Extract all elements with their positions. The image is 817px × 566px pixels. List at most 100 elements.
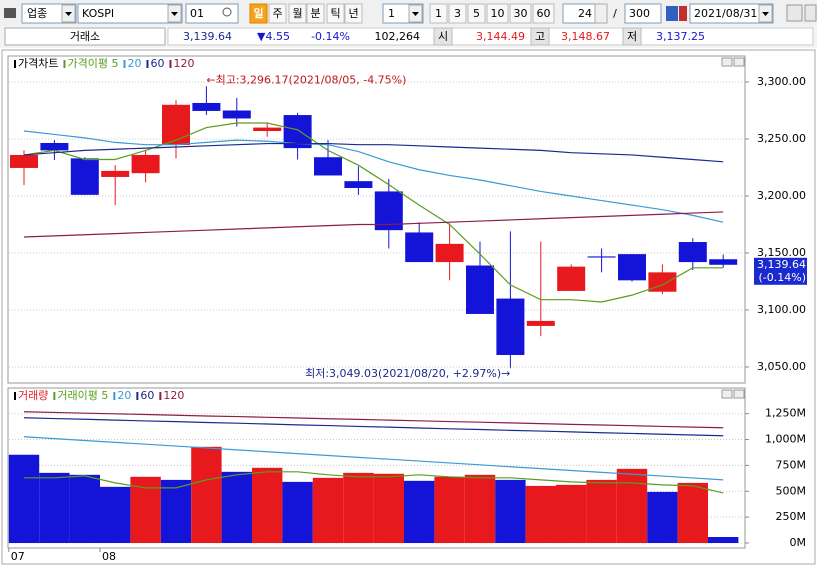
candle-body	[253, 127, 282, 132]
panel-button[interactable]	[721, 57, 733, 67]
y-tick-label: 3,150.00	[757, 246, 806, 259]
period-button[interactable]	[268, 3, 287, 24]
volume-bar	[160, 479, 192, 543]
period-button[interactable]	[326, 3, 345, 24]
count: 24	[578, 7, 592, 20]
legend-marker	[136, 392, 139, 400]
candle-body	[678, 242, 707, 263]
panel-button[interactable]	[733, 57, 745, 67]
period-label: 월	[292, 7, 302, 20]
exchange-box	[4, 27, 166, 46]
search-icon[interactable]	[222, 7, 232, 17]
total-input[interactable]	[624, 3, 662, 24]
x-tick-label: 07	[11, 550, 25, 563]
panel-button[interactable]	[733, 389, 745, 399]
price: 3,139.64	[183, 30, 232, 43]
date-select[interactable]	[689, 3, 774, 24]
icon[interactable]	[666, 6, 678, 21]
interval-label: 10	[491, 7, 505, 20]
y-tick-label: 250M	[776, 510, 807, 523]
volume-bar	[373, 473, 404, 543]
spinner[interactable]	[594, 3, 608, 24]
interval-button[interactable]	[467, 3, 486, 24]
volume-bar	[252, 467, 283, 543]
legend-marker	[123, 60, 126, 68]
legend-marker	[14, 392, 16, 400]
interval-button[interactable]	[486, 3, 509, 24]
volume-bar	[434, 476, 465, 543]
y-tick-label: 0M	[790, 536, 807, 549]
period-button[interactable]	[249, 3, 268, 24]
volume-bar	[586, 479, 617, 543]
legend-marker	[53, 392, 56, 400]
icon[interactable]	[679, 6, 687, 21]
open-label-box	[433, 27, 453, 46]
volume-bar	[404, 480, 435, 543]
interval-button[interactable]	[509, 3, 532, 24]
interval-button[interactable]	[448, 3, 467, 24]
legend-marker	[146, 60, 149, 68]
period-label: 일	[253, 6, 263, 20]
high-label: 고	[535, 30, 545, 43]
candle-body	[222, 110, 251, 119]
change-pct: -0.14%	[311, 30, 350, 43]
legend-title: 거래량	[18, 389, 48, 402]
x-tick-label: 08	[102, 550, 116, 563]
menu-icon[interactable]	[4, 8, 16, 18]
period-label: 틱	[330, 7, 340, 20]
volume-bar	[343, 472, 374, 543]
period-label: 분	[310, 7, 320, 20]
period-button[interactable]	[344, 3, 363, 24]
interval-label: 60	[537, 7, 551, 20]
moving-average	[23, 142, 724, 163]
y-tick-label: 1,000M	[765, 433, 806, 446]
low-label-box	[622, 27, 642, 46]
candle-body	[526, 320, 555, 326]
candle-body	[435, 243, 464, 263]
panel-button[interactable]	[721, 389, 733, 399]
high-label-box	[530, 27, 550, 46]
y-tick-label: 1,250M	[765, 407, 806, 420]
volume-bar	[100, 486, 131, 543]
interval-button[interactable]	[429, 3, 448, 24]
volume-bar	[221, 471, 252, 543]
dropdown-arrow	[762, 12, 769, 16]
candle-body	[101, 170, 130, 177]
chart-icon[interactable]	[786, 4, 803, 22]
period-button[interactable]	[288, 3, 307, 24]
legend-marker	[63, 60, 66, 68]
interval-button[interactable]	[532, 3, 555, 24]
candle-body	[10, 154, 38, 168]
candle-body	[70, 158, 99, 195]
legend-title: 가격차트	[18, 57, 58, 70]
period-button[interactable]	[306, 3, 325, 24]
moving-average	[23, 436, 724, 481]
index-select[interactable]	[77, 3, 183, 24]
legend-marker	[159, 392, 162, 400]
volume-bar	[191, 446, 222, 543]
candle-body	[405, 232, 434, 263]
legend-marker	[113, 392, 116, 400]
moving-average	[23, 411, 724, 429]
y-tick-label: 3,300.00	[757, 75, 806, 88]
volume-bar	[495, 479, 526, 543]
legend-entry: 거래이평 5	[57, 389, 108, 402]
candle-body	[131, 154, 160, 174]
total: 300	[629, 7, 650, 20]
quote-values	[167, 27, 814, 46]
volume-bar	[525, 485, 556, 543]
moving-average	[23, 211, 724, 238]
moving-average	[24, 471, 724, 494]
interval-label: 1	[435, 7, 442, 20]
settings-icon[interactable]	[804, 4, 817, 22]
candle-body	[466, 265, 494, 314]
open-label: 시	[438, 30, 448, 43]
separator: /	[613, 7, 617, 20]
candle-body	[618, 254, 646, 281]
dropdown-arrow	[412, 12, 419, 16]
candle-body	[192, 102, 221, 111]
annotation-point	[509, 367, 511, 369]
change: ▼4.55	[257, 30, 290, 43]
volume-bar	[556, 484, 587, 543]
